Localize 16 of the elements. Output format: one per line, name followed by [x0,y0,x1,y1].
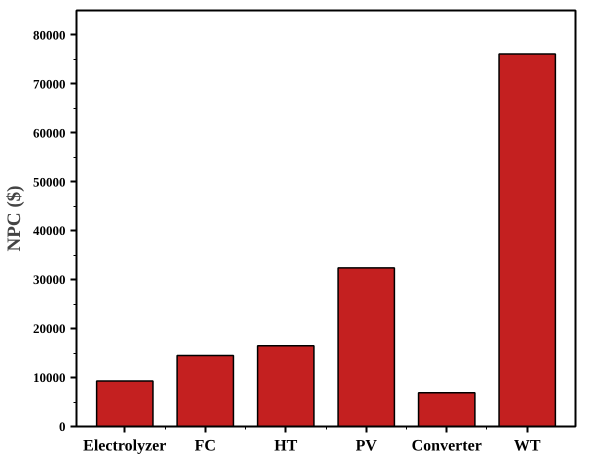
y-tick-label: 80000 [33,27,66,42]
y-tick-label: 30000 [33,272,66,288]
x-tick-label: FC [194,438,216,454]
x-tick-label: Electrolyzer [83,438,166,454]
x-tick-label: WT [514,438,541,454]
y-axis-title: NPC ($) [4,186,25,252]
y-tick-label: 20000 [33,321,66,336]
y-tick-label: 70000 [33,76,66,92]
y-tick-label: 60000 [33,125,66,140]
x-tick-label: PV [356,438,378,454]
x-tick-label: Converter [412,438,482,454]
y-tick-label: 50000 [33,174,66,190]
y-tick-label: 0 [59,419,66,434]
y-tick-label: 10000 [33,370,66,386]
x-tick-label: HT [274,438,298,454]
y-tick-label: 40000 [33,223,66,238]
